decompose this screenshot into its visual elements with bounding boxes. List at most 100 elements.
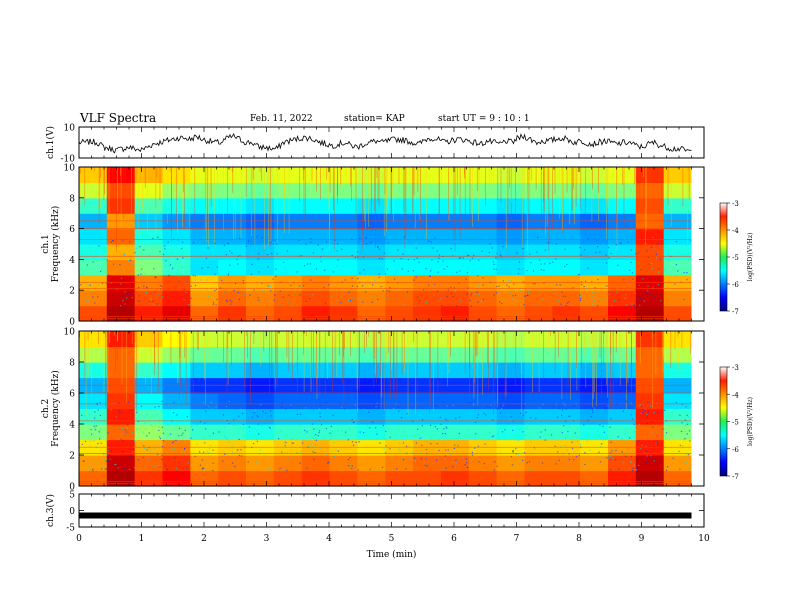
noise-speck bbox=[444, 457, 446, 459]
spectrogram-cell bbox=[608, 455, 637, 472]
noise-speck bbox=[305, 300, 307, 302]
noise-speck bbox=[355, 452, 357, 454]
noise-speck bbox=[517, 273, 520, 275]
noise-speck bbox=[254, 409, 256, 411]
noise-speck bbox=[622, 437, 624, 440]
noise-speck bbox=[212, 303, 214, 305]
noise-speck bbox=[366, 410, 368, 412]
noise-speck bbox=[465, 278, 467, 280]
noise-speck bbox=[251, 263, 253, 265]
noise-speck bbox=[224, 426, 226, 428]
noise-speck bbox=[638, 464, 640, 466]
noise-speck bbox=[626, 400, 628, 402]
noise-speck bbox=[403, 412, 406, 414]
noise-speck bbox=[377, 298, 379, 300]
noise-speck bbox=[351, 441, 354, 443]
noise-speck bbox=[88, 465, 90, 467]
noise-speck bbox=[337, 450, 339, 452]
noise-speck bbox=[120, 283, 122, 285]
noise-speck bbox=[403, 431, 405, 433]
spectrogram-cell bbox=[608, 331, 637, 348]
noise-speck bbox=[210, 401, 212, 403]
noise-speck bbox=[400, 449, 402, 451]
noise-speck bbox=[405, 468, 407, 470]
noise-speck bbox=[178, 435, 180, 437]
noise-speck bbox=[519, 289, 521, 291]
noise-speck bbox=[588, 460, 590, 463]
noise-speck bbox=[270, 415, 272, 417]
spectrogram-cell bbox=[134, 182, 164, 199]
noise-speck bbox=[92, 468, 94, 470]
noise-speck bbox=[605, 301, 607, 303]
noise-speck bbox=[366, 243, 368, 245]
noise-speck bbox=[227, 274, 229, 276]
noise-speck bbox=[364, 408, 366, 410]
noise-speck bbox=[657, 243, 659, 245]
spectrogram-cell bbox=[106, 228, 136, 245]
noise-speck bbox=[374, 280, 376, 282]
noise-speck bbox=[102, 465, 104, 468]
noise-speck bbox=[207, 266, 209, 268]
noise-speck bbox=[588, 468, 590, 470]
spectrogram-cell bbox=[413, 424, 442, 441]
noise-speck bbox=[281, 402, 284, 404]
noise-speck bbox=[606, 457, 608, 459]
noise-speck bbox=[430, 270, 432, 272]
spectrogram-cell bbox=[218, 182, 247, 199]
noise-speck bbox=[426, 458, 428, 460]
colorbar-tick-label: -3 bbox=[732, 200, 739, 208]
noise-speck bbox=[263, 411, 266, 413]
noise-speck bbox=[530, 417, 532, 419]
noise-speck bbox=[92, 470, 94, 472]
noise-speck bbox=[276, 259, 278, 261]
noise-speck bbox=[580, 297, 582, 299]
noise-speck bbox=[520, 278, 522, 280]
noise-speck bbox=[256, 236, 258, 238]
noise-speck bbox=[202, 412, 205, 414]
noise-speck bbox=[202, 437, 204, 440]
noise-speck bbox=[274, 246, 276, 248]
x-tick-label: 7 bbox=[514, 534, 520, 544]
x-tick-label: 2 bbox=[201, 534, 207, 544]
noise-speck bbox=[317, 244, 319, 246]
spectrogram-cell bbox=[106, 470, 136, 487]
noise-speck bbox=[541, 260, 543, 262]
noise-speck bbox=[537, 258, 539, 260]
noise-speck bbox=[412, 420, 414, 422]
noise-speck bbox=[137, 300, 139, 302]
noise-speck bbox=[519, 287, 521, 289]
noise-speck bbox=[661, 458, 663, 460]
noise-speck bbox=[560, 303, 562, 305]
spectrogram-cell bbox=[524, 182, 553, 199]
noise-speck bbox=[291, 305, 293, 307]
noise-speck bbox=[278, 438, 280, 440]
noise-speck bbox=[582, 272, 584, 274]
spectrogram-cell bbox=[663, 244, 693, 260]
noise-speck bbox=[364, 283, 366, 285]
observation-date: Feb. 11, 2022 bbox=[250, 114, 313, 124]
noise-speck bbox=[458, 443, 460, 445]
noise-speck bbox=[303, 412, 305, 414]
noise-speck bbox=[630, 461, 632, 463]
x-tick-label: 10 bbox=[698, 534, 710, 544]
noise-speck bbox=[223, 470, 225, 472]
noise-speck bbox=[197, 296, 200, 298]
noise-speck bbox=[221, 267, 223, 269]
noise-speck bbox=[263, 416, 266, 418]
noise-speck bbox=[495, 257, 497, 259]
spectrogram-cell bbox=[468, 408, 498, 425]
noise-speck bbox=[86, 418, 89, 420]
noise-speck bbox=[240, 455, 243, 457]
noise-speck bbox=[124, 291, 126, 293]
noise-speck bbox=[567, 427, 569, 429]
noise-speck bbox=[258, 253, 260, 255]
noise-speck bbox=[494, 461, 496, 463]
noise-speck bbox=[528, 460, 531, 463]
noise-speck bbox=[131, 432, 134, 434]
noise-speck bbox=[632, 278, 634, 280]
noise-speck bbox=[143, 275, 145, 277]
noise-speck bbox=[242, 423, 244, 425]
noise-speck bbox=[490, 404, 492, 406]
noise-speck bbox=[511, 298, 513, 300]
noise-speck bbox=[289, 406, 291, 408]
